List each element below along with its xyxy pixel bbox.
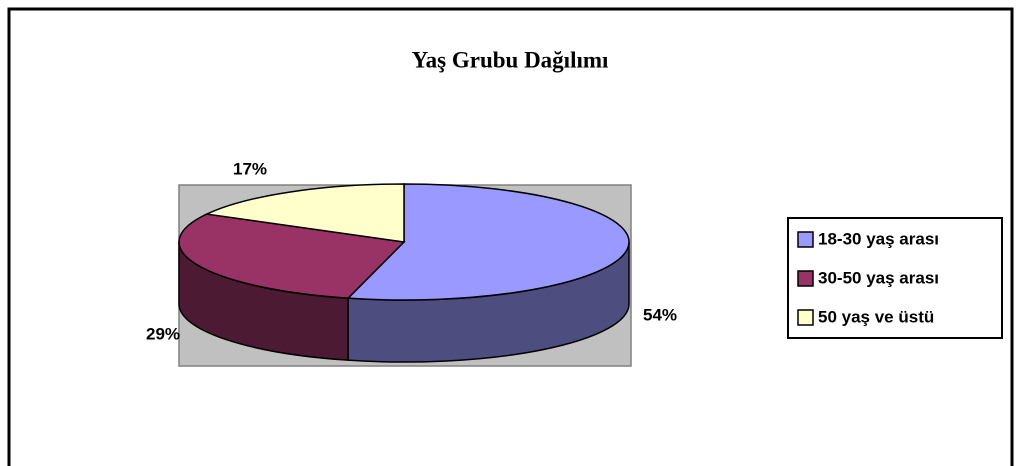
pie-slice [346, 183, 630, 301]
pie-slice [204, 183, 405, 243]
legend-swatch [797, 270, 814, 287]
legend-label: 18-30 yaş arası [818, 229, 939, 248]
data-label: 29% [146, 324, 180, 343]
legend-label: 50 yaş ve üstü [818, 307, 934, 326]
legend [787, 217, 1003, 339]
legend-swatch [797, 231, 814, 248]
legend-swatch [797, 309, 814, 326]
data-label: 17% [233, 159, 267, 178]
legend-label: 30-50 yaş arası [818, 268, 939, 287]
pie-slice [178, 213, 406, 299]
data-label: 54% [643, 305, 677, 324]
chart-title: Yaş Grubu Dağılımı [412, 47, 609, 72]
